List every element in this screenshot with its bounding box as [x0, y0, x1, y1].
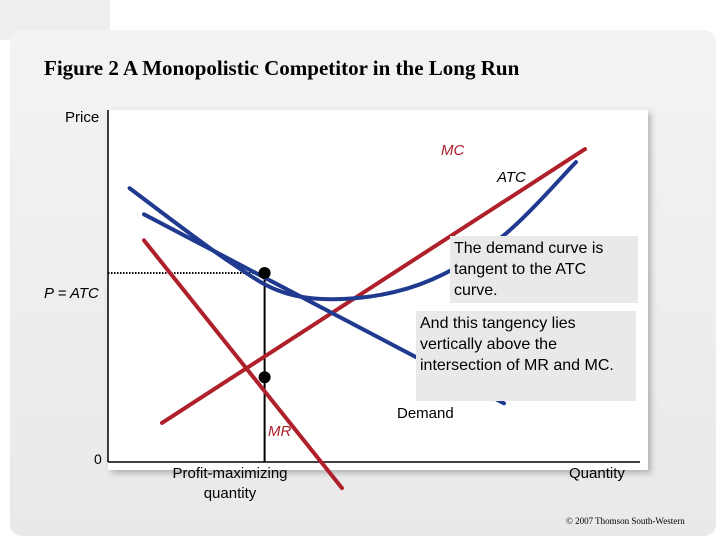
x-axis-label: Quantity	[569, 465, 625, 482]
origin-label: 0	[94, 451, 102, 467]
tangency-point	[258, 266, 271, 279]
y-axis-label: Price	[65, 109, 100, 126]
copyright: © 2007 Thomson South-Western	[566, 516, 685, 526]
series-line-mc	[160, 147, 587, 425]
series-label-demand: Demand	[397, 405, 454, 422]
annotation-tangency-above: And this tangency lies vertically above …	[416, 311, 636, 401]
annotation-tangent: The demand curve is tangent to the ATC c…	[450, 236, 638, 303]
series-label-mr: MR	[268, 423, 292, 440]
figure-title: Figure 2 A Monopolistic Competitor in th…	[44, 56, 520, 80]
quantity-label: Profit-maximizing quantity	[172, 465, 288, 502]
series-label-mc: MC	[441, 142, 465, 159]
series-line-mr	[142, 238, 344, 491]
series-label-atc: ATC	[497, 169, 526, 186]
mr-mc-intersection-point	[258, 371, 271, 384]
price-label: P = ATC	[44, 285, 99, 302]
